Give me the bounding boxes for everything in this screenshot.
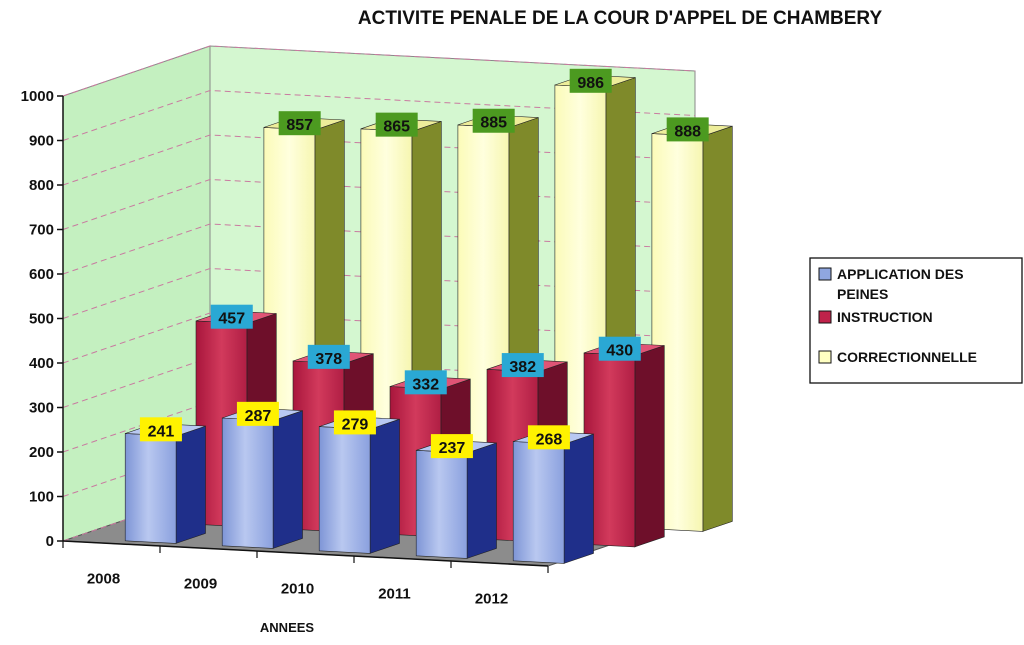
y-tick-label: 300 xyxy=(29,400,54,417)
gridline xyxy=(62,134,696,186)
x-tick-label: 2011 xyxy=(378,586,411,603)
x-axis-line xyxy=(62,540,549,567)
y-tick-label: 900 xyxy=(29,133,54,150)
y-tick-label: 0 xyxy=(46,533,54,550)
y-tick-label: 500 xyxy=(29,311,54,328)
data-label: 332 xyxy=(404,370,447,395)
bar xyxy=(124,423,206,544)
legend-label: APPLICATION DES xyxy=(837,266,964,282)
legend-swatch xyxy=(818,310,832,324)
data-label: 986 xyxy=(569,68,612,93)
gridline xyxy=(62,178,696,230)
bar xyxy=(221,407,303,549)
legend-box xyxy=(809,257,1023,384)
data-labels: 857 865 885 986 888 457 378 332 382 430 241 287 279 2… xyxy=(139,68,709,459)
data-label: 237 xyxy=(430,434,473,459)
legend-swatch xyxy=(818,350,832,364)
svg-text:865: 865 xyxy=(383,119,410,136)
bar xyxy=(318,416,400,554)
gridline xyxy=(62,312,696,364)
svg-text:430: 430 xyxy=(606,343,633,360)
legend: APPLICATION DES PEINES INSTRUCTION CORRECTI… xyxy=(809,257,1023,384)
svg-text:986: 986 xyxy=(577,75,604,92)
x-tick-label: 2009 xyxy=(184,576,217,593)
svg-text:857: 857 xyxy=(286,117,313,134)
x-tick-label: 2008 xyxy=(87,571,120,588)
legend-label: CORRECTIONNELLE xyxy=(837,349,977,365)
svg-text:268: 268 xyxy=(536,431,563,448)
gridline xyxy=(62,223,696,275)
svg-text:888: 888 xyxy=(674,123,701,140)
y-tick-label: 800 xyxy=(29,177,54,194)
gridline xyxy=(62,267,696,319)
svg-text:287: 287 xyxy=(245,408,272,425)
svg-text:332: 332 xyxy=(412,376,439,393)
data-label: 865 xyxy=(375,112,418,137)
svg-text:457: 457 xyxy=(218,311,245,328)
data-label: 378 xyxy=(307,344,350,369)
chart-title: ACTIVITE PENALE DE LA COUR D'APPEL DE CH… xyxy=(358,8,883,29)
data-label: 287 xyxy=(236,401,279,426)
bar xyxy=(512,431,594,564)
data-label: 888 xyxy=(666,117,709,142)
legend-label: PEINES xyxy=(837,286,888,302)
bar xyxy=(583,342,665,548)
x-tick-label: 2010 xyxy=(281,581,314,598)
svg-text:885: 885 xyxy=(480,115,507,132)
legend-label: INSTRUCTION xyxy=(837,309,933,325)
data-label: 857 xyxy=(278,111,321,136)
bars xyxy=(124,74,733,564)
axes: 0 100 200 300 400 500 600 700 800 900 1000 2008 2009… xyxy=(21,88,549,608)
svg-text:279: 279 xyxy=(342,416,369,433)
svg-text:382: 382 xyxy=(509,359,536,376)
data-label: 885 xyxy=(472,108,515,133)
svg-text:378: 378 xyxy=(315,351,342,368)
data-label: 382 xyxy=(501,353,544,378)
y-tick-label: 100 xyxy=(29,489,54,506)
y-tick-label: 700 xyxy=(29,222,54,239)
data-label: 457 xyxy=(210,304,253,329)
svg-text:237: 237 xyxy=(439,440,466,457)
y-tick-label: 400 xyxy=(29,355,54,372)
gridline xyxy=(62,45,696,97)
y-tick-label: 200 xyxy=(29,444,54,461)
svg-text:241: 241 xyxy=(148,423,175,440)
bar xyxy=(651,123,733,532)
data-label: 279 xyxy=(333,410,376,435)
data-label: 430 xyxy=(598,336,641,361)
x-axis-title: ANNEES xyxy=(260,620,315,635)
data-label: 268 xyxy=(527,425,570,450)
data-label: 241 xyxy=(139,417,182,442)
gridline xyxy=(62,89,696,141)
x-tick-label: 2012 xyxy=(475,591,508,608)
y-tick-label: 600 xyxy=(29,266,54,283)
y-tick-label: 1000 xyxy=(21,88,54,105)
legend-swatch xyxy=(818,267,832,281)
